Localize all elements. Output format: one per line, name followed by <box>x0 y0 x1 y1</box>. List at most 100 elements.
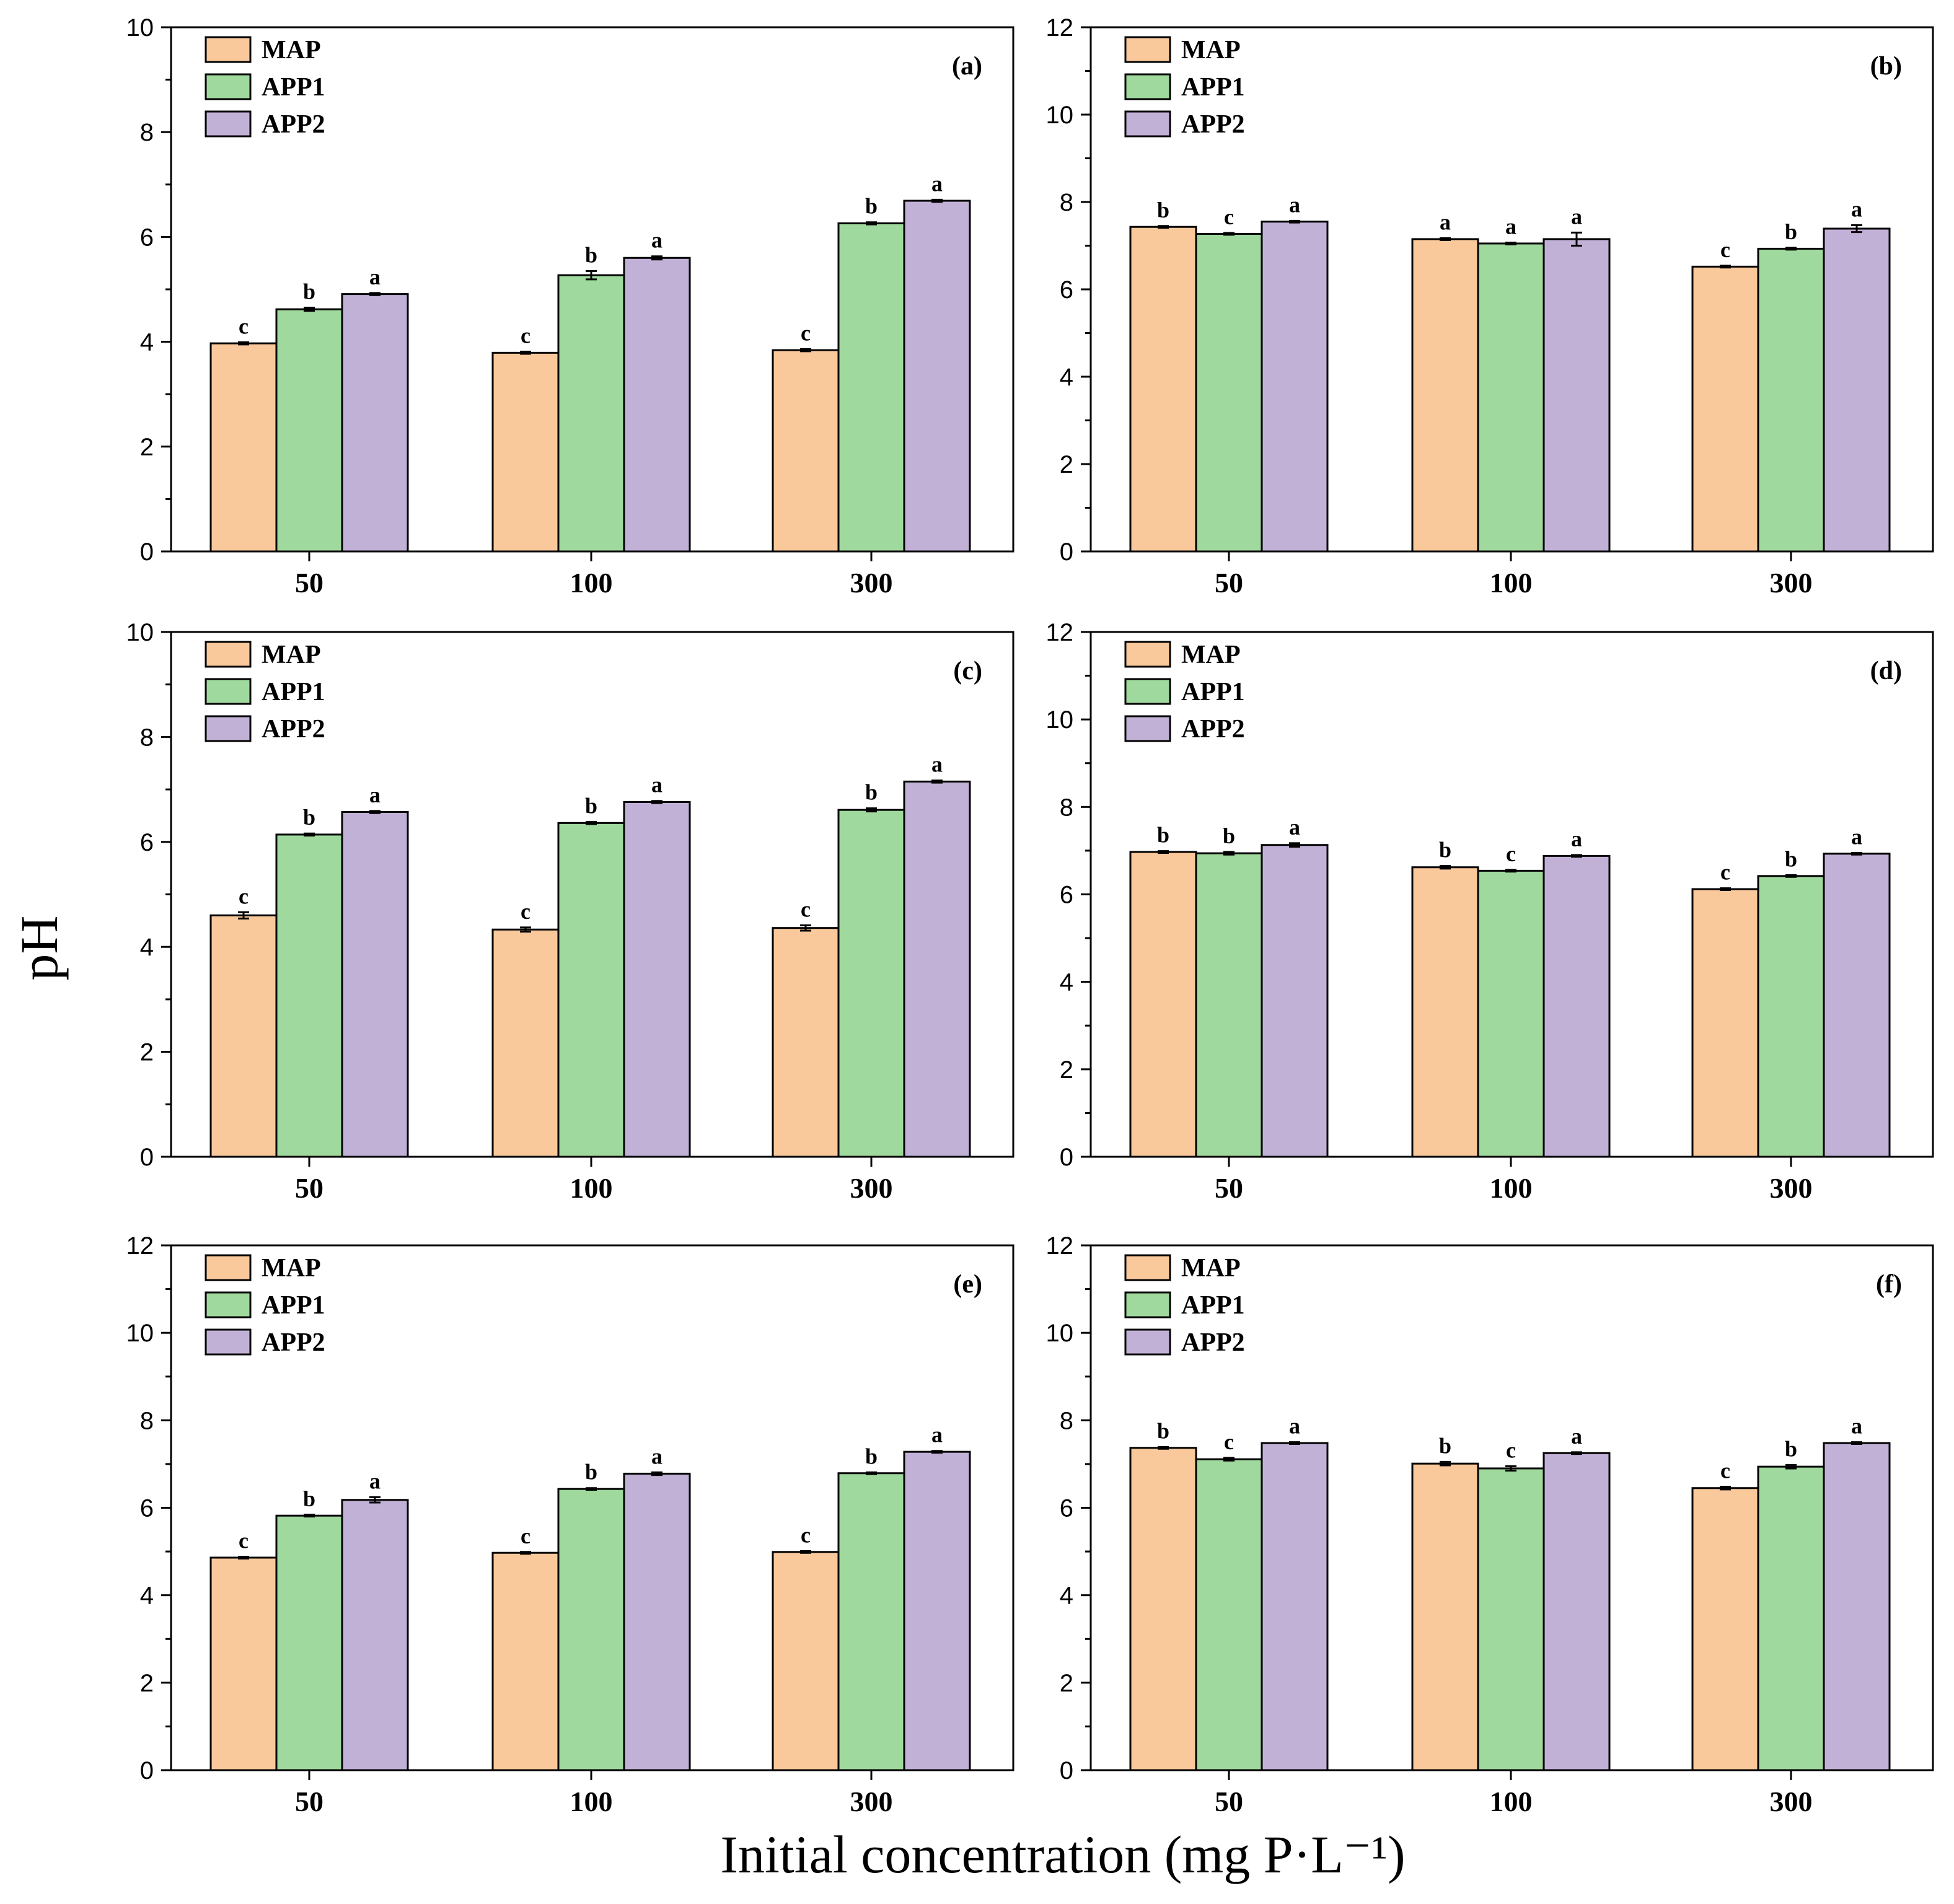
error-bar-map-50 <box>238 911 249 919</box>
bar-app2-300 <box>1823 853 1891 1158</box>
bar-app2-50 <box>1261 1442 1329 1771</box>
bar-app1-50 <box>1195 852 1263 1158</box>
significance-letter: c <box>1506 1437 1516 1462</box>
bar-map-300 <box>1691 1487 1759 1771</box>
bar-app2-100 <box>623 1472 691 1771</box>
significance-letter: b <box>585 794 597 818</box>
error-bar-map-100 <box>520 1551 531 1555</box>
bar-map-100 <box>491 351 560 553</box>
y-tick-label: 10 <box>1046 102 1074 129</box>
bar-app1-50 <box>1195 232 1263 553</box>
error-bar-map-50 <box>238 341 249 346</box>
legend-swatch-app1 <box>1124 73 1171 100</box>
y-tick-label: 6 <box>1060 1495 1073 1522</box>
x-tick-label: 300 <box>850 1172 893 1204</box>
x-tick-label: 300 <box>1770 1786 1813 1817</box>
legend-swatch-map <box>205 641 252 668</box>
error-bar-app2-300 <box>1851 224 1862 234</box>
legend-label-map: MAP <box>1181 1254 1241 1283</box>
y-tick-label: 6 <box>140 1495 154 1522</box>
error-bar-app1-50 <box>304 307 315 312</box>
y-tick-label: 0 <box>140 1757 154 1784</box>
significance-letter: a <box>651 228 662 253</box>
y-tick-label: 2 <box>140 1039 154 1066</box>
error-bar-map-50 <box>1158 1446 1169 1450</box>
error-bar-map-300 <box>1720 1486 1731 1491</box>
significance-letter: a <box>1571 1424 1582 1449</box>
legend-swatch-app1 <box>1124 1291 1171 1318</box>
legend-swatch-map <box>1124 36 1171 63</box>
legend-swatch-app1 <box>205 73 252 100</box>
legend-label-app2: APP2 <box>262 1328 325 1357</box>
significance-letter: b <box>585 242 597 267</box>
significance-letter: a <box>369 265 381 289</box>
chart-panel-c: c b a 50 c b a 100 c b a 300 0 2 4 6 8 10 MAP APP1 APP2 (c) <box>126 619 1014 1204</box>
error-bar-app1-50 <box>304 1514 315 1518</box>
error-bar-app1-100 <box>1505 242 1516 245</box>
error-bar-app1-100 <box>586 1487 597 1491</box>
bar-map-50 <box>209 342 278 553</box>
legend-swatch-app1 <box>1124 678 1171 705</box>
legend-label-app2: APP2 <box>1181 1328 1245 1357</box>
error-bar-app2-50 <box>1289 1441 1300 1445</box>
error-bar-app2-300 <box>1851 851 1862 856</box>
panel-label: (f) <box>1876 1270 1902 1299</box>
significance-letter: b <box>1785 219 1797 244</box>
significance-letter: c <box>801 320 811 345</box>
y-tick-label: 10 <box>1046 1320 1074 1347</box>
y-tick-label: 12 <box>1046 1232 1074 1260</box>
significance-letter: b <box>303 1486 315 1511</box>
error-bar-app1-300 <box>1785 1463 1797 1470</box>
y-tick-label: 6 <box>140 224 154 251</box>
y-tick-label: 2 <box>1060 451 1073 478</box>
bar-map-50 <box>1129 226 1197 553</box>
bar-app1-300 <box>837 1472 905 1771</box>
error-bar-map-300 <box>1720 265 1731 269</box>
error-bar-map-300 <box>800 924 811 932</box>
x-tick-label: 300 <box>1770 567 1813 599</box>
legend-label-app2: APP2 <box>1181 110 1245 139</box>
legend-swatch-map <box>1124 1254 1171 1281</box>
bar-map-50 <box>209 1556 278 1771</box>
significance-letter: b <box>865 780 878 805</box>
legend-label-app1: APP1 <box>1181 73 1245 102</box>
panel-label: (c) <box>953 657 982 685</box>
bar-app2-300 <box>1823 227 1891 553</box>
y-tick-label: 2 <box>1060 1670 1073 1697</box>
significance-letter: c <box>801 1522 811 1547</box>
chart-panel-b: b c a 50 a a a 100 c b a 300 0 2 4 6 8 10 12 MAP APP1 APP2 (b) <box>1046 14 1934 599</box>
bar-app2-50 <box>341 1499 409 1771</box>
error-bar-app1-100 <box>586 270 597 281</box>
x-tick-label: 100 <box>1490 567 1533 599</box>
error-bar-map-100 <box>520 351 531 355</box>
significance-letter: b <box>1439 838 1451 862</box>
bar-app2-300 <box>903 1450 971 1771</box>
significance-letter: b <box>1157 1418 1169 1443</box>
significance-letter: a <box>1289 1414 1300 1439</box>
y-tick-label: 4 <box>140 329 154 356</box>
error-bar-app1-50 <box>1223 1457 1234 1462</box>
significance-letter: c <box>521 899 530 924</box>
legend-label-map: MAP <box>262 641 321 669</box>
y-tick-label: 0 <box>1060 1144 1073 1171</box>
significance-letter: c <box>521 1524 530 1548</box>
significance-letter: c <box>1720 1459 1730 1483</box>
x-tick-label: 100 <box>570 567 613 599</box>
legend-label-app2: APP2 <box>262 715 325 744</box>
bar-map-100 <box>1411 866 1479 1158</box>
error-bar-app1-50 <box>1223 851 1234 856</box>
y-tick-label: 8 <box>1060 794 1073 821</box>
error-bar-map-100 <box>1440 865 1451 870</box>
y-tick-label: 0 <box>1060 1757 1073 1784</box>
y-tick-label: 4 <box>140 934 154 961</box>
y-axis-title: pH <box>9 915 69 980</box>
y-tick-label: 10 <box>126 1320 154 1347</box>
error-bar-map-50 <box>1158 850 1169 854</box>
error-bar-map-50 <box>238 1556 249 1560</box>
panel-label: (a) <box>952 52 982 81</box>
bar-app1-50 <box>275 308 343 553</box>
significance-letter: a <box>1851 1414 1862 1439</box>
bar-app1-300 <box>1757 1465 1825 1771</box>
x-tick-label: 100 <box>1490 1786 1533 1817</box>
y-tick-label: 0 <box>140 1144 154 1171</box>
